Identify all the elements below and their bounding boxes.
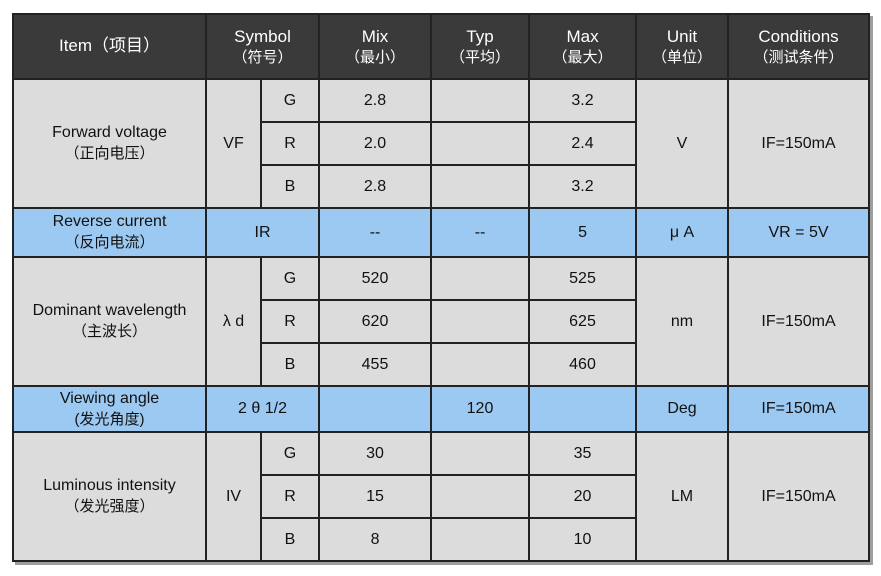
cell-mix: 30 bbox=[318, 431, 433, 476]
cell-color: B bbox=[259, 164, 321, 209]
cell-max: 3.2 bbox=[528, 78, 638, 123]
cell-max: 2.4 bbox=[528, 121, 638, 166]
cell-color: R bbox=[259, 299, 321, 344]
cell-typ bbox=[430, 474, 531, 519]
cell-mix bbox=[318, 385, 433, 433]
cell-typ bbox=[430, 431, 531, 476]
table-row-reverse-current: Reverse current （反向电流） IR -- -- 5 μ A VR … bbox=[12, 207, 871, 258]
cell-conditions: IF=150mA bbox=[727, 431, 871, 562]
cell-max: 35 bbox=[528, 431, 638, 476]
table-row-luminous-intensity-g: Luminous intensity （发光强度） IV G 30 35 LM I… bbox=[12, 431, 871, 562]
header-conditions: Conditions （测试条件） bbox=[727, 13, 871, 80]
header-item: Item（项目） bbox=[12, 13, 207, 80]
cell-symbol-vf: VF bbox=[205, 78, 262, 209]
cell-unit: μ A bbox=[635, 207, 730, 258]
table-row-luminous-intensity-b: B 8 10 bbox=[13, 517, 869, 562]
cell-typ bbox=[430, 299, 531, 344]
cell-max: 20 bbox=[528, 474, 638, 519]
cell-mix: 620 bbox=[318, 299, 433, 344]
table-row-forward-voltage-b: B 2.8 3.2 bbox=[13, 164, 869, 209]
cell-item-forward-voltage: Forward voltage （正向电压） bbox=[12, 78, 207, 209]
cell-typ bbox=[430, 164, 531, 209]
cell-conditions: VR = 5V bbox=[727, 207, 871, 258]
cell-max: 625 bbox=[528, 299, 638, 344]
cell-conditions: IF=150mA bbox=[727, 78, 871, 209]
cell-max: 460 bbox=[528, 342, 638, 387]
header-mix: Mix （最小） bbox=[318, 13, 433, 80]
cell-item-dominant-wavelength: Dominant wavelength （主波长） bbox=[12, 256, 207, 387]
table-row-viewing-angle: Viewing angle (发光角度) 2 θ 1/2 120 Deg IF=1… bbox=[12, 385, 871, 433]
table-row-forward-voltage-g: Forward voltage （正向电压） VF G 2.8 3.2 V IF=… bbox=[12, 78, 871, 209]
header-item-label: Item（项目） bbox=[58, 36, 161, 56]
cell-conditions: IF=150mA bbox=[727, 256, 871, 387]
cell-mix: 2.0 bbox=[318, 121, 433, 166]
cell-max: 5 bbox=[528, 207, 638, 258]
cell-max bbox=[528, 385, 638, 433]
cell-typ: 120 bbox=[430, 385, 531, 433]
cell-color: R bbox=[259, 121, 321, 166]
cell-color: G bbox=[259, 256, 321, 301]
cell-typ bbox=[430, 78, 531, 123]
cell-color: B bbox=[259, 517, 321, 562]
header-unit: Unit （单位） bbox=[635, 13, 730, 80]
cell-mix: 455 bbox=[318, 342, 433, 387]
cell-mix: 2.8 bbox=[318, 78, 433, 123]
cell-mix: 520 bbox=[318, 256, 433, 301]
cell-unit: V bbox=[635, 78, 730, 209]
cell-mix: 2.8 bbox=[318, 164, 433, 209]
table-row-dominant-wavelength-b: B 455 460 bbox=[13, 342, 869, 387]
table-row-dominant-wavelength-r: R 620 625 bbox=[13, 299, 869, 344]
cell-symbol-lambda-d: λ d bbox=[205, 256, 262, 387]
cell-typ bbox=[430, 256, 531, 301]
cell-symbol-2theta: 2 θ 1/2 bbox=[204, 385, 321, 433]
cell-color: G bbox=[259, 431, 321, 476]
header-row: Item（项目） Symbol （符号） Mix （最小） Typ （平均） Max （… bbox=[12, 13, 871, 80]
cell-unit: nm bbox=[635, 256, 730, 387]
cell-unit: Deg bbox=[635, 385, 730, 433]
cell-conditions: IF=150mA bbox=[727, 385, 871, 433]
header-typ: Typ （平均） bbox=[430, 13, 531, 80]
spec-table-container: Item（项目） Symbol （符号） Mix （最小） Typ （平均） Max （… bbox=[12, 13, 871, 562]
cell-max: 3.2 bbox=[528, 164, 638, 209]
led-spec-table: Item（项目） Symbol （符号） Mix （最小） Typ （平均） Max （… bbox=[12, 13, 871, 562]
cell-item-viewing-angle: Viewing angle (发光角度) bbox=[12, 385, 207, 433]
table-row-forward-voltage-r: R 2.0 2.4 bbox=[13, 121, 869, 166]
cell-max: 10 bbox=[528, 517, 638, 562]
table-row-dominant-wavelength-g: Dominant wavelength （主波长） λ d G 520 525 n… bbox=[12, 256, 871, 387]
cell-color: G bbox=[259, 78, 321, 123]
cell-item-luminous-intensity: Luminous intensity （发光强度） bbox=[12, 431, 207, 562]
cell-typ: -- bbox=[430, 207, 531, 258]
cell-unit: LM bbox=[635, 431, 730, 562]
table-row-luminous-intensity-r: R 15 20 bbox=[13, 474, 869, 519]
cell-typ bbox=[430, 121, 531, 166]
header-max: Max （最大） bbox=[528, 13, 638, 80]
cell-color: R bbox=[259, 474, 321, 519]
cell-mix: -- bbox=[318, 207, 433, 258]
cell-typ bbox=[430, 342, 531, 387]
cell-mix: 15 bbox=[318, 474, 433, 519]
cell-symbol-ir: IR bbox=[204, 207, 321, 258]
cell-color: B bbox=[259, 342, 321, 387]
cell-symbol-iv: IV bbox=[205, 431, 262, 562]
cell-item-reverse-current: Reverse current （反向电流） bbox=[12, 207, 207, 258]
cell-mix: 8 bbox=[318, 517, 433, 562]
cell-typ bbox=[430, 517, 531, 562]
cell-max: 525 bbox=[528, 256, 638, 301]
header-symbol: Symbol （符号） bbox=[204, 13, 321, 80]
